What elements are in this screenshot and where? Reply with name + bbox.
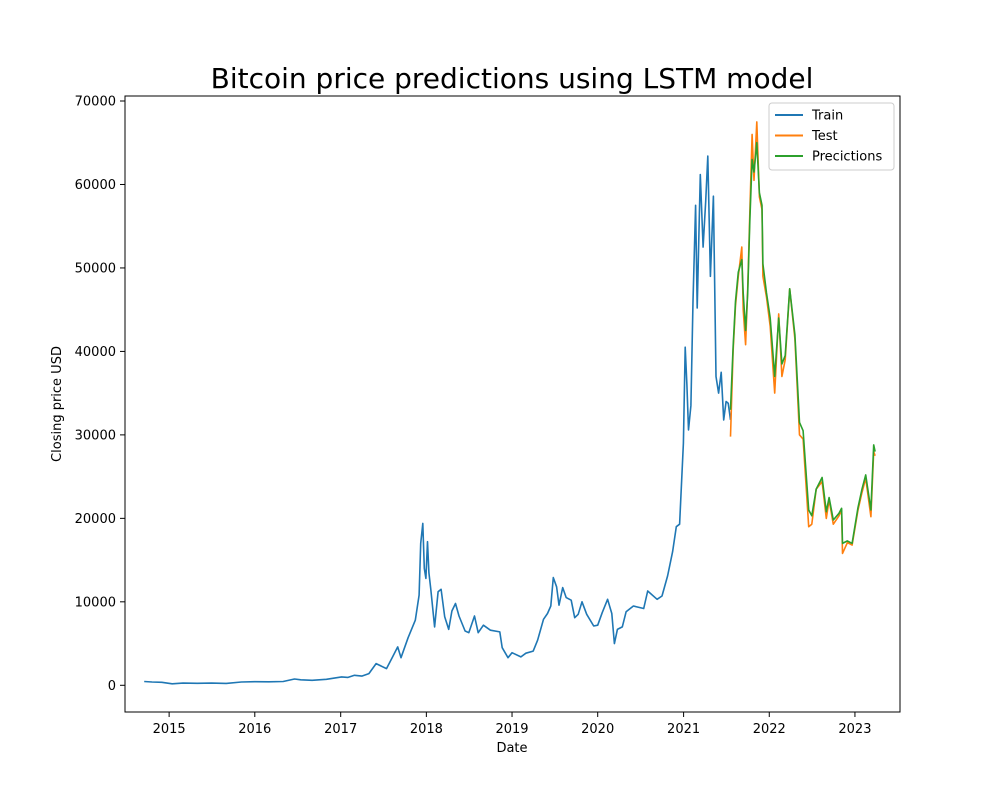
y-tick-label: 40000 [75,345,116,360]
x-tick-label: 2017 [324,722,357,737]
y-tick-label: 70000 [75,95,116,110]
x-tick-label: 2023 [838,722,871,737]
y-tick-label: 50000 [75,261,116,276]
y-tick-label: 60000 [75,178,116,193]
x-tick-label: 2020 [581,722,614,737]
plot-area [124,95,901,713]
x-axis-label: Date [496,741,527,756]
y-axis: 0 10000 20000 30000 40000 50000 60000 70000 [75,95,125,694]
x-tick-label: 2015 [153,722,186,737]
x-axis: 2015 2016 2017 2018 2019 2020 2021 2022 2023 [153,712,871,737]
legend-label: Test [811,129,838,144]
x-tick-label: 2021 [667,722,700,737]
legend: Train Test Precictions [768,102,895,171]
y-axis-label: Closing price USD [50,346,65,462]
y-tick-label: 30000 [75,428,116,443]
series-line-precictions [729,141,876,545]
y-tick-label: 20000 [75,512,116,527]
x-tick-label: 2022 [753,722,786,737]
chart-title: Bitcoin price predictions using LSTM mod… [211,62,814,95]
legend-label: Train [811,109,843,124]
y-tick-label: 10000 [75,595,116,610]
x-tick-label: 2019 [495,722,528,737]
series-line-train [144,155,732,685]
y-tick-label: 0 [108,679,116,694]
legend-label: Precictions [812,150,882,165]
x-tick-label: 2016 [238,722,271,737]
legend-box [768,102,895,171]
x-tick-label: 2018 [410,722,443,737]
series-layer [144,121,876,685]
